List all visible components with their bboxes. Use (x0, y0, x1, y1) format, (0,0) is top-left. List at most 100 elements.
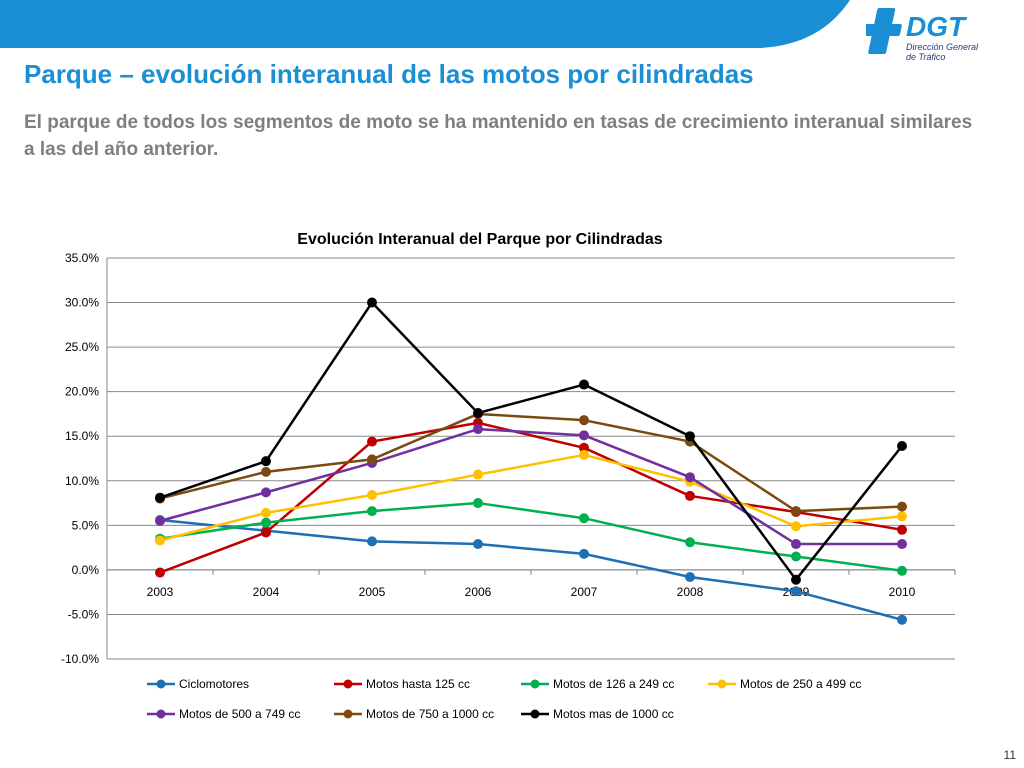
series-1 (155, 417, 907, 578)
legend-label: Motos de 126 a 249 cc (553, 677, 674, 691)
data-point (367, 454, 377, 465)
data-point (261, 527, 271, 538)
data-point (897, 539, 907, 550)
legend: Ciclomotores Motos hasta 125 cc Motos de 1… (147, 677, 861, 721)
data-point (579, 449, 589, 460)
legend-swatch-marker (156, 709, 166, 719)
series-4 (155, 424, 907, 550)
legend-label: Motos hasta 125 cc (366, 677, 470, 691)
y-tick-label: -5.0% (68, 607, 100, 621)
data-point (685, 537, 695, 548)
data-point (155, 492, 165, 503)
series-6 (155, 297, 907, 585)
series-line (159, 427, 902, 546)
legend-item: Ciclomotores (147, 677, 249, 691)
data-point (791, 506, 801, 517)
legend-item: Motos mas de 1000 cc (521, 707, 674, 721)
data-point (155, 567, 165, 578)
axes: 35.0% 30.0% 25.0% 20.0% 15.0% 10.0% 5.0% 0.0% -5… (61, 251, 956, 666)
header-band (0, 0, 850, 48)
legend-item: Motos de 750 a 1000 cc (334, 707, 494, 721)
data-point (791, 574, 801, 585)
legend-item: Motos de 500 a 749 cc (147, 707, 300, 721)
data-point (579, 548, 589, 559)
data-point (155, 515, 165, 526)
data-point (791, 521, 801, 532)
x-tick-label: 2010 (889, 585, 916, 599)
legend-item: Motos hasta 125 cc (334, 677, 470, 691)
legend-swatch-marker (156, 679, 166, 689)
data-point (261, 517, 271, 528)
series-line (159, 453, 903, 542)
slide-subtitle: El parque de todos los segmentos de moto… (24, 112, 973, 160)
data-point (473, 469, 483, 480)
legend-swatch-marker (530, 679, 540, 689)
data-point (261, 507, 271, 518)
x-tick-label: 2007 (571, 585, 598, 599)
dgt-logo: DGT Dirección General de Tráfico (866, 8, 979, 62)
data-point (367, 436, 377, 447)
series-line (159, 421, 903, 574)
x-tick-label: 2008 (677, 585, 704, 599)
x-tick-label: 2005 (359, 585, 386, 599)
series-line (159, 412, 903, 513)
legend-item: Motos de 126 a 249 cc (521, 677, 674, 691)
data-point (579, 430, 589, 441)
series-3 (155, 449, 907, 546)
legend-swatch-marker (530, 709, 540, 719)
legend-swatch-marker (343, 679, 353, 689)
y-tick-label: 25.0% (65, 340, 99, 354)
data-point (473, 539, 483, 550)
data-point (897, 524, 907, 535)
series-line (159, 518, 903, 621)
legend-swatch-marker (717, 679, 727, 689)
logo-text: DGT (906, 11, 968, 42)
legend-label: Motos de 750 a 1000 cc (366, 707, 494, 721)
y-tick-label: 20.0% (65, 385, 99, 399)
legend-item: Motos de 250 a 499 cc (708, 677, 861, 691)
data-point (473, 424, 483, 435)
data-point (897, 441, 907, 452)
legend-label: Motos mas de 1000 cc (553, 707, 674, 721)
data-point (897, 501, 907, 512)
x-tick-label: 2006 (465, 585, 492, 599)
y-tick-label: 30.0% (65, 296, 99, 310)
data-point (579, 379, 589, 390)
header-band-shape (0, 0, 850, 48)
data-point (261, 456, 271, 467)
data-point (579, 513, 589, 524)
data-point (579, 442, 589, 453)
chart-title: Evolución Interanual del Parque por Cili… (297, 231, 663, 248)
page-number: 11 (1003, 748, 1016, 762)
dgt-cross-icon (866, 8, 902, 54)
logo-subtitle-line1: Dirección General (906, 42, 979, 52)
data-point (367, 297, 377, 308)
data-point (685, 572, 695, 583)
y-tick-label: 5.0% (72, 518, 100, 532)
legend-swatch-marker (343, 709, 353, 719)
series-line (159, 301, 903, 581)
data-point (685, 490, 695, 501)
legend-label: Ciclomotores (179, 677, 249, 691)
slide-title: Parque – evolución interanual de las mot… (24, 59, 754, 89)
data-point (261, 466, 271, 477)
data-point (579, 415, 589, 426)
data-point (897, 565, 907, 576)
data-point (897, 511, 907, 522)
data-point (473, 408, 483, 419)
legend-label: Motos de 500 a 749 cc (179, 707, 300, 721)
data-point (791, 586, 801, 597)
data-point (367, 506, 377, 517)
data-point (155, 535, 165, 546)
data-point (261, 487, 271, 498)
data-point (791, 539, 801, 550)
y-tick-label: 35.0% (65, 251, 99, 265)
data-point (685, 472, 695, 483)
y-tick-label: 10.0% (65, 474, 99, 488)
data-point (685, 431, 695, 442)
data-point (897, 614, 907, 625)
legend-label: Motos de 250 a 499 cc (740, 677, 861, 691)
y-tick-label: 0.0% (72, 563, 100, 577)
series-lines (155, 297, 907, 625)
